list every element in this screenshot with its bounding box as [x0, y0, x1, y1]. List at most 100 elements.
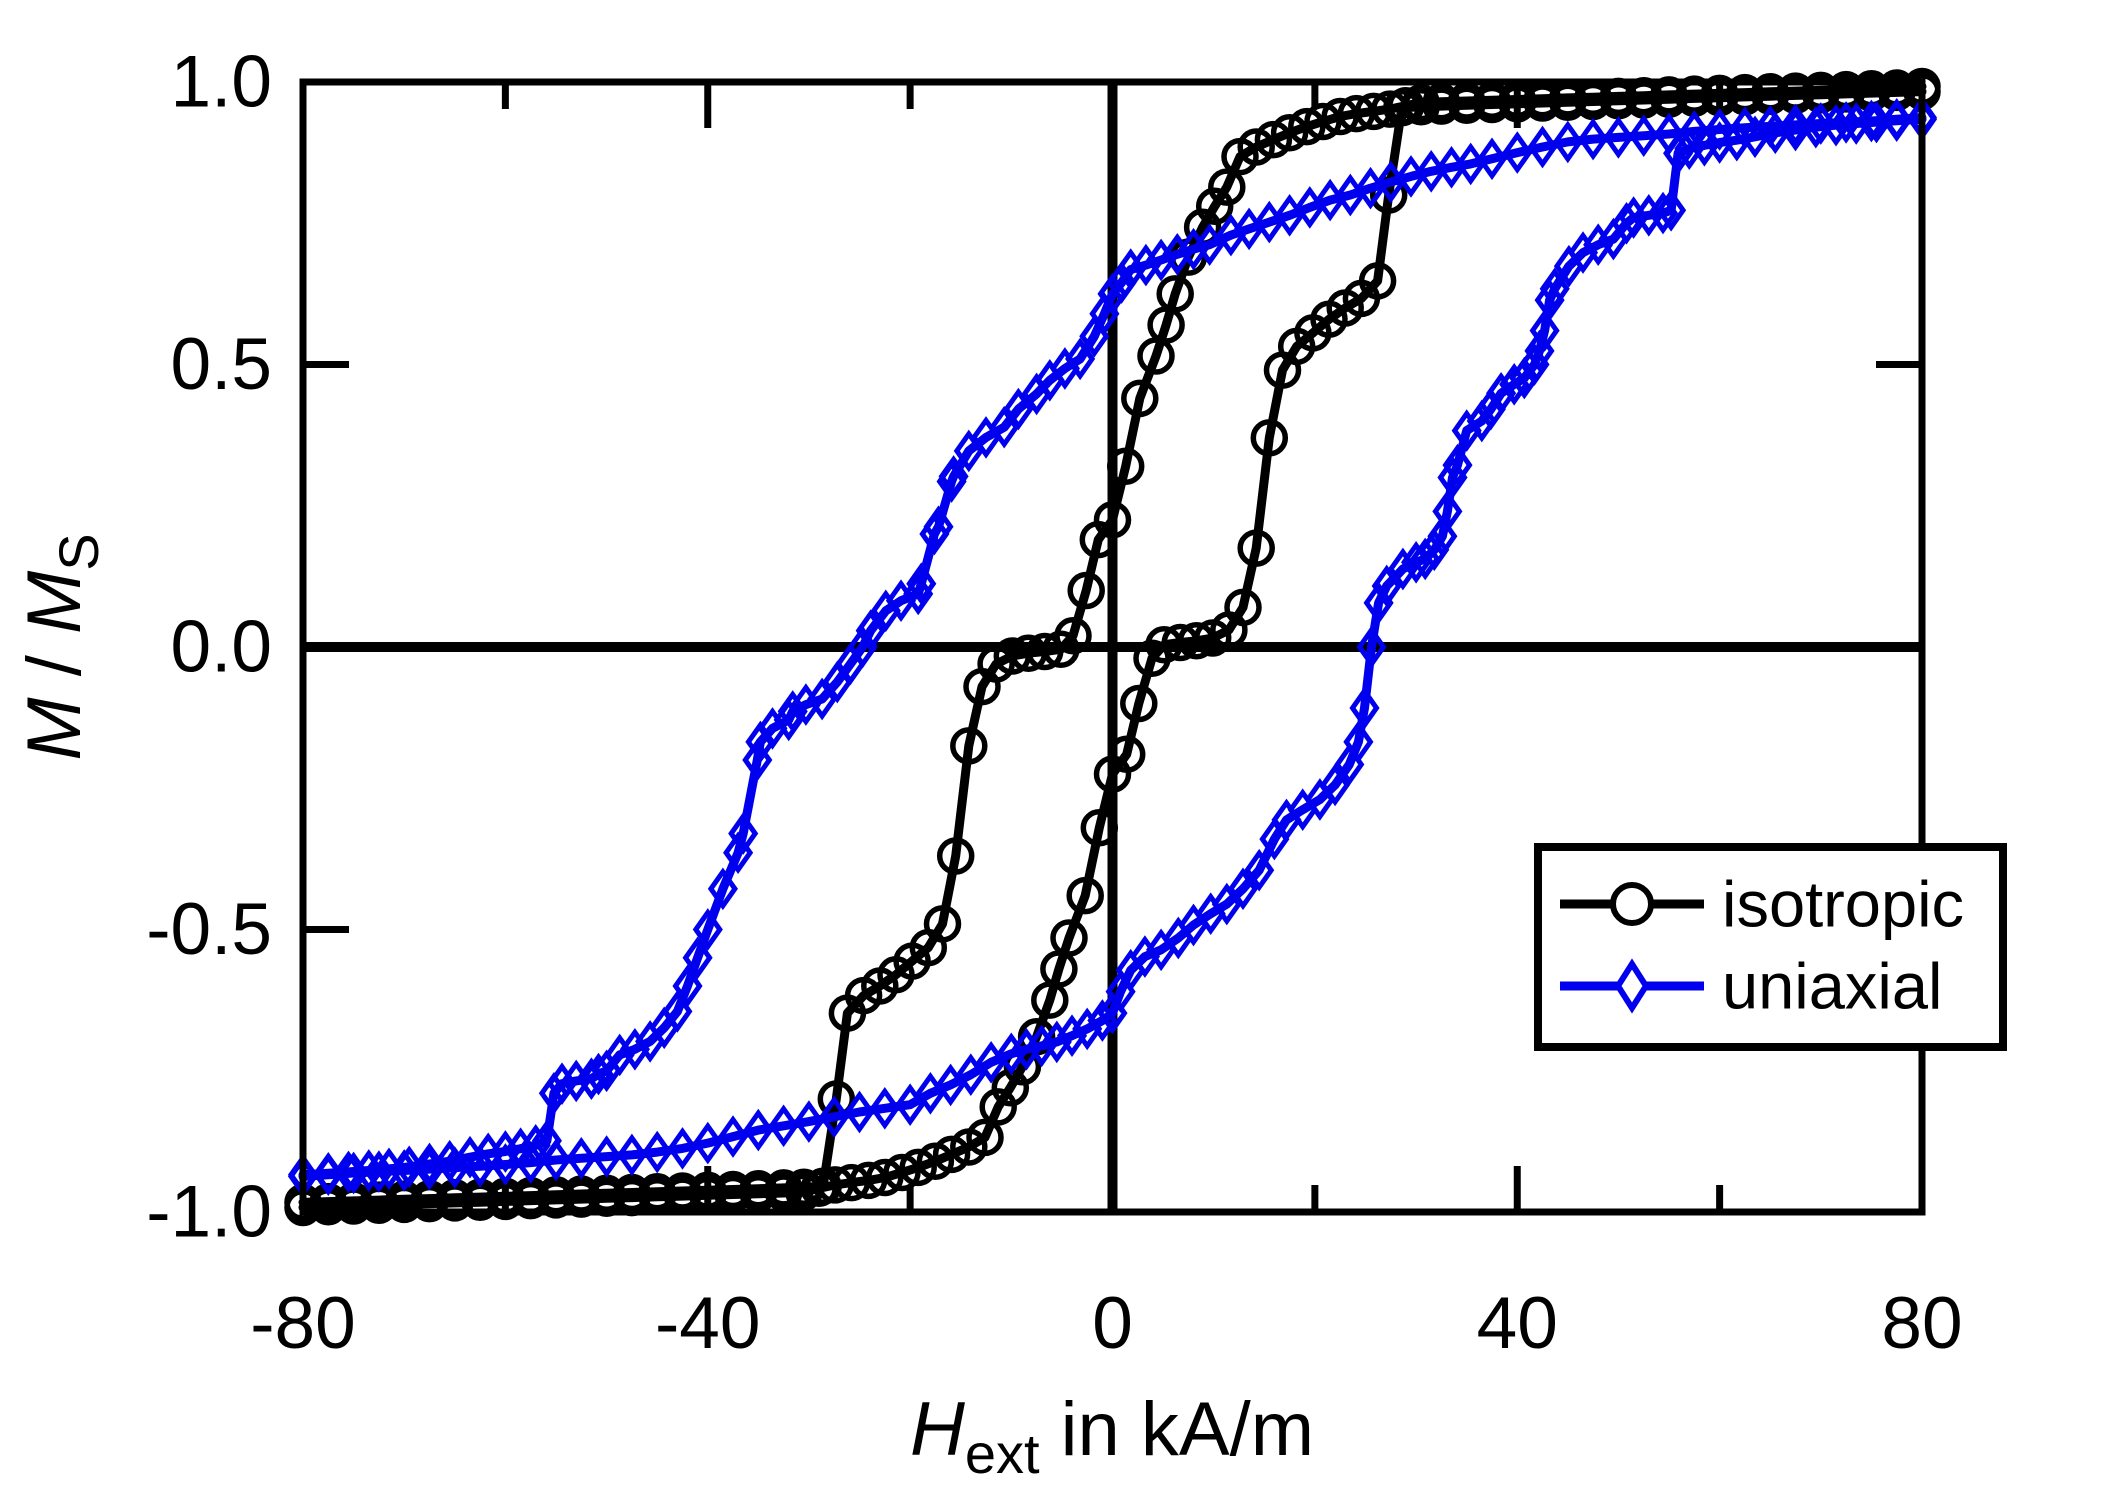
diamond-marker-icon	[682, 936, 713, 980]
diamond-marker-icon	[1437, 456, 1468, 499]
diamond-marker-icon	[363, 1150, 394, 1193]
legend-label-uniaxial: uniaxial	[1722, 950, 1942, 1023]
diamond-marker-icon	[1527, 125, 1558, 169]
diamond-marker-icon	[1115, 248, 1146, 291]
circle-marker-icon	[1383, 88, 1421, 127]
legend-label-isotropic: isotropic	[1722, 868, 1964, 941]
diamond-marker-icon	[1065, 337, 1096, 381]
circle-marker-icon	[1195, 187, 1234, 226]
diamond-marker-icon	[1583, 223, 1614, 267]
circle-marker-icon	[1549, 83, 1587, 122]
diamond-marker-icon	[935, 1063, 966, 1107]
circle-marker-icon	[1050, 919, 1088, 957]
circle-marker-icon	[1288, 107, 1326, 146]
diamond-marker-icon	[1841, 102, 1872, 145]
diamond-marker-icon	[1656, 188, 1687, 232]
diamond-marker-icon	[1552, 120, 1583, 164]
circle-marker-icon	[1358, 262, 1397, 300]
diamond-marker-icon	[1146, 238, 1177, 282]
diamond-marker-icon	[707, 867, 738, 911]
x-tick-label: 0	[1092, 1283, 1133, 1364]
diamond-marker-icon	[1419, 528, 1450, 572]
circle-marker-icon	[966, 1118, 1004, 1157]
diamond-marker-icon	[1041, 1020, 1072, 1064]
circle-marker-icon	[923, 905, 962, 943]
diamond-marker-icon	[1603, 116, 1634, 159]
x-tick-label: 80	[1881, 1283, 1962, 1364]
diamond-marker-icon	[1356, 625, 1387, 669]
diamond-marker-icon	[1410, 537, 1441, 581]
circle-marker-icon	[1237, 529, 1275, 567]
diamond-marker-icon	[793, 1100, 824, 1143]
diamond-marker-icon	[1539, 267, 1570, 311]
diamond-marker-icon	[923, 505, 954, 549]
circle-marker-icon	[932, 1135, 971, 1174]
circle-marker-icon	[950, 727, 988, 765]
circle-marker-icon	[1121, 379, 1159, 418]
diamond-marker-icon	[1881, 99, 1912, 143]
diamond-marker-icon	[717, 1115, 749, 1158]
circle-marker-icon	[1523, 84, 1562, 122]
legend-entry-isotropic: isotropic	[1560, 868, 1964, 941]
y-tick-label: 0.5	[171, 324, 272, 405]
diamond-marker-icon	[1056, 1014, 1088, 1058]
diamond-marker-icon	[672, 964, 703, 1008]
diamond-marker-icon	[1320, 763, 1351, 807]
diamond-marker-icon	[1861, 100, 1892, 144]
diamond-marker-icon	[566, 1136, 597, 1180]
circle-marker-icon	[866, 1158, 904, 1197]
diamond-marker-icon	[667, 1127, 698, 1170]
circle-marker-icon	[1080, 809, 1119, 847]
diamond-marker-icon	[1529, 309, 1560, 352]
circle-marker-icon	[1402, 87, 1440, 126]
y-axis-title: M / MS	[12, 533, 110, 760]
circle-marker-icon	[979, 1088, 1017, 1126]
circle-marker-icon	[1208, 168, 1246, 206]
circle-marker-icon	[1054, 616, 1092, 655]
diamond-marker-icon	[583, 1052, 614, 1096]
circle-marker-icon	[1093, 501, 1132, 539]
diamond-marker-icon	[389, 1149, 420, 1192]
diamond-marker-icon	[692, 1121, 723, 1165]
diamond-marker-icon	[540, 1138, 572, 1182]
diamond-marker-icon	[1387, 547, 1418, 591]
diamond-marker-icon	[728, 812, 759, 855]
y-tick-label: -1.0	[146, 1172, 272, 1253]
diamond-marker-icon	[1087, 999, 1118, 1042]
diamond-marker-icon	[604, 1033, 635, 1077]
circle-marker-icon	[1877, 73, 1916, 112]
circle-marker-icon	[1107, 735, 1146, 774]
diamond-marker-icon	[692, 908, 723, 951]
legend-diamond-marker-icon	[1614, 958, 1650, 1014]
diamond-marker-icon	[1349, 686, 1380, 730]
diamond-marker-icon	[895, 1083, 926, 1127]
diamond-marker-icon	[1427, 514, 1458, 558]
diamond-marker-icon	[576, 1057, 607, 1101]
diamond-marker-icon	[414, 1147, 445, 1191]
diamond-marker-icon	[1466, 399, 1497, 443]
ticks-layer	[303, 82, 1922, 1212]
diamond-marker-icon	[1780, 103, 1811, 147]
diamond-marker-icon	[1162, 232, 1193, 276]
diamond-marker-icon	[591, 1135, 622, 1178]
legend-circle-marker-icon	[1610, 882, 1654, 926]
diamond-marker-icon	[662, 990, 693, 1033]
circle-marker-icon	[1473, 85, 1511, 124]
circle-marker-icon	[1237, 128, 1275, 166]
diamond-marker-icon	[906, 562, 937, 606]
diamond-marker-icon	[1628, 114, 1659, 158]
diamond-marker-icon	[819, 1095, 850, 1139]
diamond-marker-icon	[1647, 191, 1679, 235]
diamond-marker-icon	[855, 609, 886, 652]
x-axis-title: Hext in kA/m	[910, 1387, 1314, 1485]
diamond-marker-icon	[338, 1151, 369, 1195]
legend-entry-uniaxial: uniaxial	[1560, 950, 1942, 1023]
diamond-marker-icon	[1502, 131, 1533, 174]
circle-marker-icon	[1066, 876, 1104, 915]
y-tick-label: 0.0	[171, 607, 272, 688]
diamond-marker-icon	[1244, 848, 1275, 892]
diamond-marker-icon	[847, 625, 878, 669]
diamond-marker-icon	[996, 1032, 1027, 1076]
circle-marker-icon	[1120, 684, 1158, 723]
